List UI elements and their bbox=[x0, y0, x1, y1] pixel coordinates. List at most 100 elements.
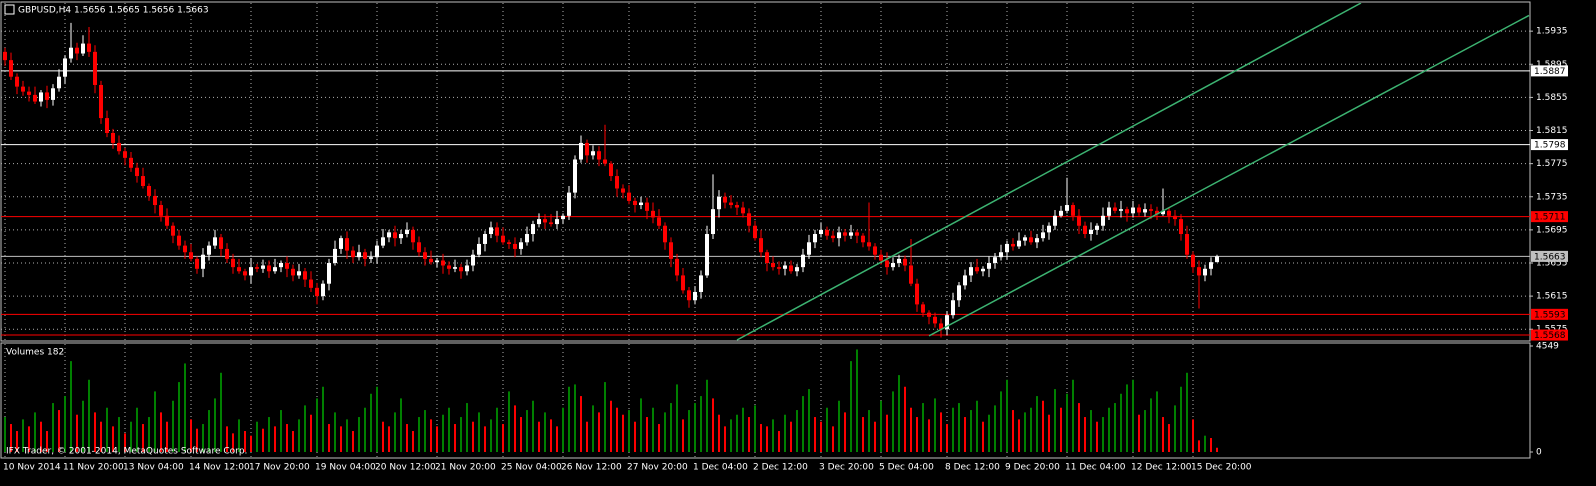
candle-body bbox=[1071, 205, 1075, 216]
volume-bar bbox=[148, 417, 150, 452]
candle-body bbox=[195, 258, 199, 269]
candle-body bbox=[1053, 215, 1057, 226]
candle-body bbox=[1137, 207, 1141, 213]
candle-body bbox=[711, 209, 715, 235]
candle-body bbox=[669, 242, 673, 259]
candle-body bbox=[213, 237, 217, 246]
volume-bar bbox=[646, 417, 648, 452]
candle-body bbox=[489, 227, 493, 235]
volume-bar bbox=[262, 428, 264, 452]
volume-bar bbox=[616, 407, 618, 452]
candle-body bbox=[63, 58, 67, 77]
candle-body bbox=[1011, 243, 1015, 247]
y-tick-label: 1.5815 bbox=[1536, 126, 1568, 136]
candle-body bbox=[465, 265, 469, 272]
volume-bar bbox=[88, 379, 90, 452]
volume-bar bbox=[886, 414, 888, 452]
volume-bar bbox=[376, 386, 378, 452]
candle-body bbox=[375, 245, 379, 258]
volume-bar bbox=[1168, 424, 1170, 452]
candle-body bbox=[555, 219, 559, 225]
volume-bar bbox=[628, 410, 630, 452]
volume-bar bbox=[586, 421, 588, 452]
volume-bar bbox=[808, 389, 810, 452]
candle-body bbox=[915, 283, 919, 305]
price-level-label: 1.5663 bbox=[1534, 252, 1566, 262]
candle-body bbox=[1089, 229, 1093, 235]
candle-body bbox=[939, 323, 943, 330]
volume-bar bbox=[1036, 396, 1038, 452]
candle-body bbox=[657, 217, 661, 226]
candle-body bbox=[117, 142, 121, 152]
volume-bar bbox=[274, 426, 276, 452]
candle-body bbox=[273, 267, 277, 272]
volume-bar bbox=[52, 403, 54, 452]
chart-title: GBPUSD,H4 1.5656 1.5665 1.5656 1.5663 bbox=[18, 6, 209, 16]
volume-bar bbox=[988, 414, 990, 452]
volume-bar bbox=[292, 431, 294, 452]
volume-bar bbox=[4, 417, 6, 452]
candle-body bbox=[387, 232, 391, 238]
x-tick-label: 10 Nov 2014 bbox=[3, 463, 61, 473]
volume-bar bbox=[16, 431, 18, 452]
y-tick-label: 1.5935 bbox=[1536, 27, 1568, 37]
y-tick-label: 1.5735 bbox=[1536, 192, 1568, 202]
volume-bar bbox=[526, 410, 528, 452]
volume-bar bbox=[82, 400, 84, 452]
volume-bar bbox=[352, 431, 354, 452]
volume-bar bbox=[676, 384, 678, 452]
candle-body bbox=[567, 192, 571, 216]
candle-body bbox=[1077, 215, 1081, 226]
candle-body bbox=[87, 43, 91, 52]
volume-bar bbox=[994, 405, 996, 452]
volume-bar bbox=[130, 421, 132, 452]
volume-bar bbox=[280, 410, 282, 452]
volume-bar bbox=[592, 405, 594, 452]
candle-body bbox=[1197, 267, 1201, 276]
volume-bar bbox=[1120, 393, 1122, 452]
chart-layer: 10 Nov 2014 11 Nov 20:00 13 Nov 04:00 14 No… bbox=[1, 3, 1568, 473]
x-tick-label: 5 Dec 04:00 bbox=[879, 463, 934, 473]
x-tick-label: 9 Dec 20:00 bbox=[1005, 463, 1060, 473]
trendlines bbox=[736, 3, 1530, 341]
volume-bar bbox=[196, 428, 198, 452]
volume-bar bbox=[556, 426, 558, 452]
volume-bar bbox=[952, 407, 954, 452]
candle-body bbox=[405, 229, 409, 235]
volume-bar bbox=[682, 419, 684, 452]
y-tick-label: 1.5695 bbox=[1536, 225, 1568, 235]
volume-bar bbox=[442, 414, 444, 452]
candle-body bbox=[705, 234, 709, 276]
volume-bar bbox=[784, 414, 786, 452]
volume-bar bbox=[142, 424, 144, 452]
volume-bar bbox=[298, 419, 300, 452]
candle-body bbox=[1215, 256, 1219, 263]
candle-body bbox=[1017, 240, 1021, 247]
volume-bar bbox=[388, 426, 390, 452]
volume-bar bbox=[1216, 447, 1218, 452]
candle-body bbox=[507, 242, 511, 244]
volume-bar bbox=[364, 407, 366, 452]
volume-bar bbox=[724, 426, 726, 452]
volume-bar bbox=[946, 424, 948, 452]
candle-body bbox=[75, 47, 79, 54]
volume-bar bbox=[1048, 414, 1050, 452]
x-tick-label: 25 Nov 04:00 bbox=[501, 463, 562, 473]
volume-bar bbox=[568, 386, 570, 452]
volume-bar bbox=[670, 403, 672, 452]
volume-bar bbox=[220, 372, 222, 452]
candle-body bbox=[399, 234, 403, 239]
volume-bar bbox=[856, 349, 858, 452]
candle-body bbox=[237, 267, 241, 272]
volume-bar bbox=[634, 421, 636, 452]
volume-bar bbox=[1138, 414, 1140, 452]
volume-bar bbox=[226, 426, 228, 452]
candle-body bbox=[621, 188, 625, 193]
candle-body bbox=[573, 159, 577, 193]
candle-body bbox=[309, 279, 313, 288]
volume-bar bbox=[112, 426, 114, 452]
candle-body bbox=[1047, 225, 1051, 233]
x-tick-label: 12 Dec 12:00 bbox=[1131, 463, 1192, 473]
volume-bar bbox=[766, 426, 768, 452]
volume-bar bbox=[760, 424, 762, 452]
